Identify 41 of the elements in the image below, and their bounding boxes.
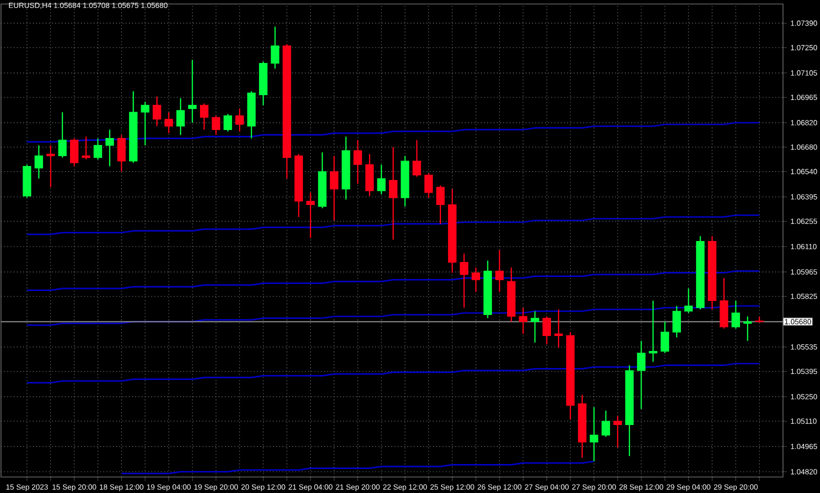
candlestick [82,136,90,160]
candlestick [648,300,658,362]
candlestick [235,108,244,132]
candlestick [590,406,598,462]
candlestick [637,340,646,410]
candlestick [224,113,232,132]
candlestick [117,134,126,172]
candlestick [472,266,480,293]
candlestick [200,102,208,130]
candlestick [518,307,528,334]
candlestick [176,98,185,136]
candlestick [164,112,173,134]
candlestick [58,112,67,158]
candlestick [152,96,162,127]
candlestick [388,146,398,240]
candlestick [495,250,504,293]
candlestick [424,172,433,198]
candlestick [530,310,540,344]
candlestick [602,410,610,438]
candlestick [660,321,670,354]
candlestick [542,316,551,345]
candlestick [330,155,338,222]
candlestick [188,59,197,124]
candlestick [34,144,44,180]
candlestick [613,415,622,448]
candlestick [377,164,386,195]
candlestick [732,300,740,330]
candlestick [270,26,280,70]
candlestick [354,140,362,184]
candlestick [105,129,114,167]
candlestick [684,288,693,314]
candlestick [94,138,102,160]
candlestick [140,101,150,146]
candlestick [554,308,563,348]
candlestick [672,305,681,338]
candlestick [412,140,422,178]
candlestick [460,252,468,308]
candlestick [212,115,220,136]
candlestick [436,184,445,225]
candlestick [306,192,315,238]
candlestick [70,138,78,167]
